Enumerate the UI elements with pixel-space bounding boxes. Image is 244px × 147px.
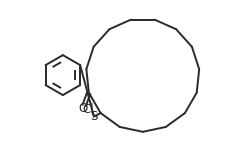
- Text: S: S: [90, 110, 98, 123]
- Text: Cl: Cl: [83, 103, 94, 116]
- Text: O: O: [79, 102, 88, 115]
